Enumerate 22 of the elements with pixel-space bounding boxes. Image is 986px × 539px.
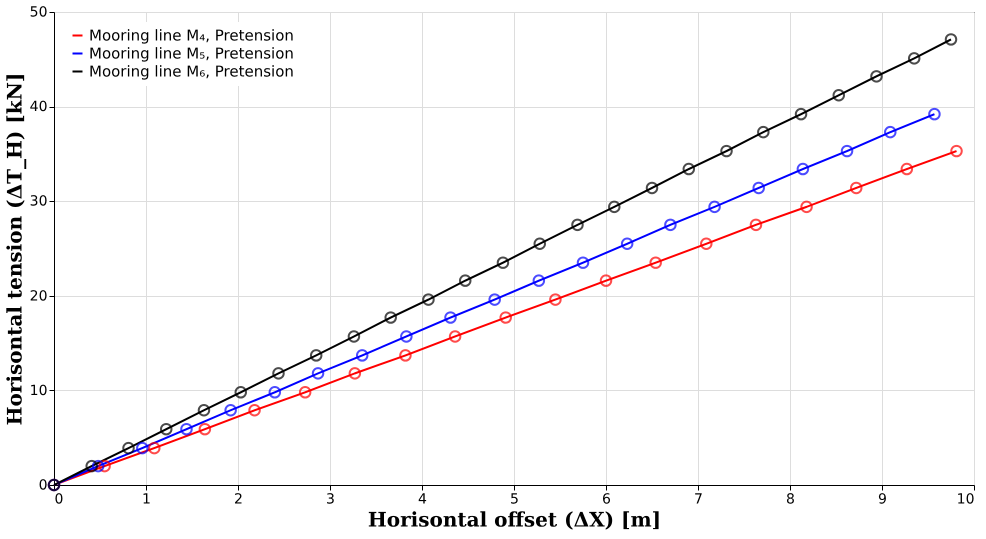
x-tick-label: 2 (234, 492, 243, 508)
x-tick-label: 8 (786, 492, 795, 508)
y-tick-label: 30 (30, 194, 48, 210)
legend-label: Mooring line M₆, Pretension (89, 62, 294, 80)
y-tick-label: 50 (30, 4, 48, 20)
y-tick-label: 40 (30, 99, 48, 116)
legend-label: Mooring line M₅, Pretension (89, 44, 294, 62)
x-tick-label: 1 (142, 492, 151, 508)
x-tick-label: 10 (956, 492, 974, 508)
x-tick-label: 0 (54, 492, 64, 508)
x-tick-label: 6 (602, 492, 612, 508)
y-axis-title: Horisontal tension (ΔT_H) [kN] (2, 72, 27, 426)
x-axis-title: Horisontal offset (ΔX) [m] (368, 508, 662, 532)
x-tick-label: 7 (694, 492, 703, 508)
legend-label: Mooring line M₄, Pretension (89, 26, 294, 44)
y-tick-label: 10 (30, 382, 48, 399)
y-tick-label: 0 (38, 478, 48, 494)
x-tick-label: 9 (878, 492, 887, 508)
x-tick-label: 3 (326, 492, 335, 508)
x-tick-label: 4 (418, 492, 428, 508)
y-tick-label: 20 (30, 288, 48, 304)
x-tick-label: 5 (510, 492, 519, 508)
